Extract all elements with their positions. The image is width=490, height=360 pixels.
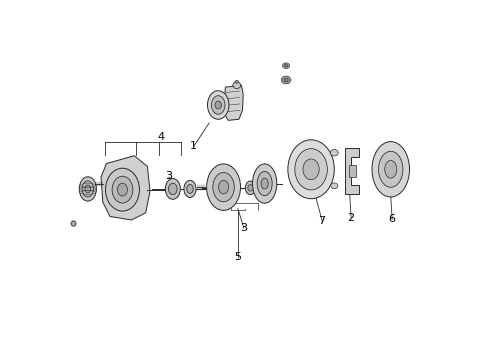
Ellipse shape	[281, 76, 291, 84]
Text: 4: 4	[157, 132, 165, 142]
Ellipse shape	[385, 161, 397, 178]
Ellipse shape	[235, 80, 239, 83]
Ellipse shape	[169, 183, 177, 195]
Ellipse shape	[252, 164, 277, 203]
Ellipse shape	[85, 185, 91, 193]
Ellipse shape	[245, 181, 255, 195]
Polygon shape	[101, 156, 150, 220]
Ellipse shape	[118, 183, 127, 196]
Text: 7: 7	[318, 216, 325, 226]
Ellipse shape	[105, 168, 140, 211]
Ellipse shape	[219, 180, 228, 194]
Ellipse shape	[187, 184, 193, 193]
Ellipse shape	[211, 96, 225, 114]
Text: 5: 5	[234, 252, 242, 262]
Ellipse shape	[284, 64, 288, 67]
Text: 3: 3	[240, 223, 246, 233]
Ellipse shape	[303, 159, 319, 180]
Ellipse shape	[248, 185, 253, 191]
Ellipse shape	[257, 171, 272, 196]
Ellipse shape	[233, 82, 241, 89]
Ellipse shape	[165, 179, 180, 199]
Ellipse shape	[379, 151, 403, 187]
Bar	[348, 165, 356, 177]
Ellipse shape	[213, 172, 234, 202]
Text: 6: 6	[388, 214, 395, 224]
Polygon shape	[223, 85, 243, 120]
Ellipse shape	[284, 78, 289, 82]
Ellipse shape	[331, 183, 338, 189]
Ellipse shape	[112, 176, 133, 203]
Ellipse shape	[79, 177, 97, 201]
Polygon shape	[345, 148, 359, 194]
Ellipse shape	[71, 221, 76, 226]
Ellipse shape	[330, 149, 338, 156]
Ellipse shape	[283, 63, 290, 68]
Text: 3: 3	[165, 171, 172, 181]
Ellipse shape	[261, 178, 268, 189]
Ellipse shape	[215, 101, 221, 109]
Ellipse shape	[207, 164, 241, 210]
Text: 2: 2	[347, 212, 354, 222]
Ellipse shape	[295, 149, 327, 190]
Ellipse shape	[288, 140, 334, 199]
Ellipse shape	[372, 141, 410, 197]
Ellipse shape	[82, 181, 94, 197]
Ellipse shape	[184, 180, 196, 198]
Ellipse shape	[207, 91, 229, 119]
Text: 1: 1	[190, 141, 196, 151]
